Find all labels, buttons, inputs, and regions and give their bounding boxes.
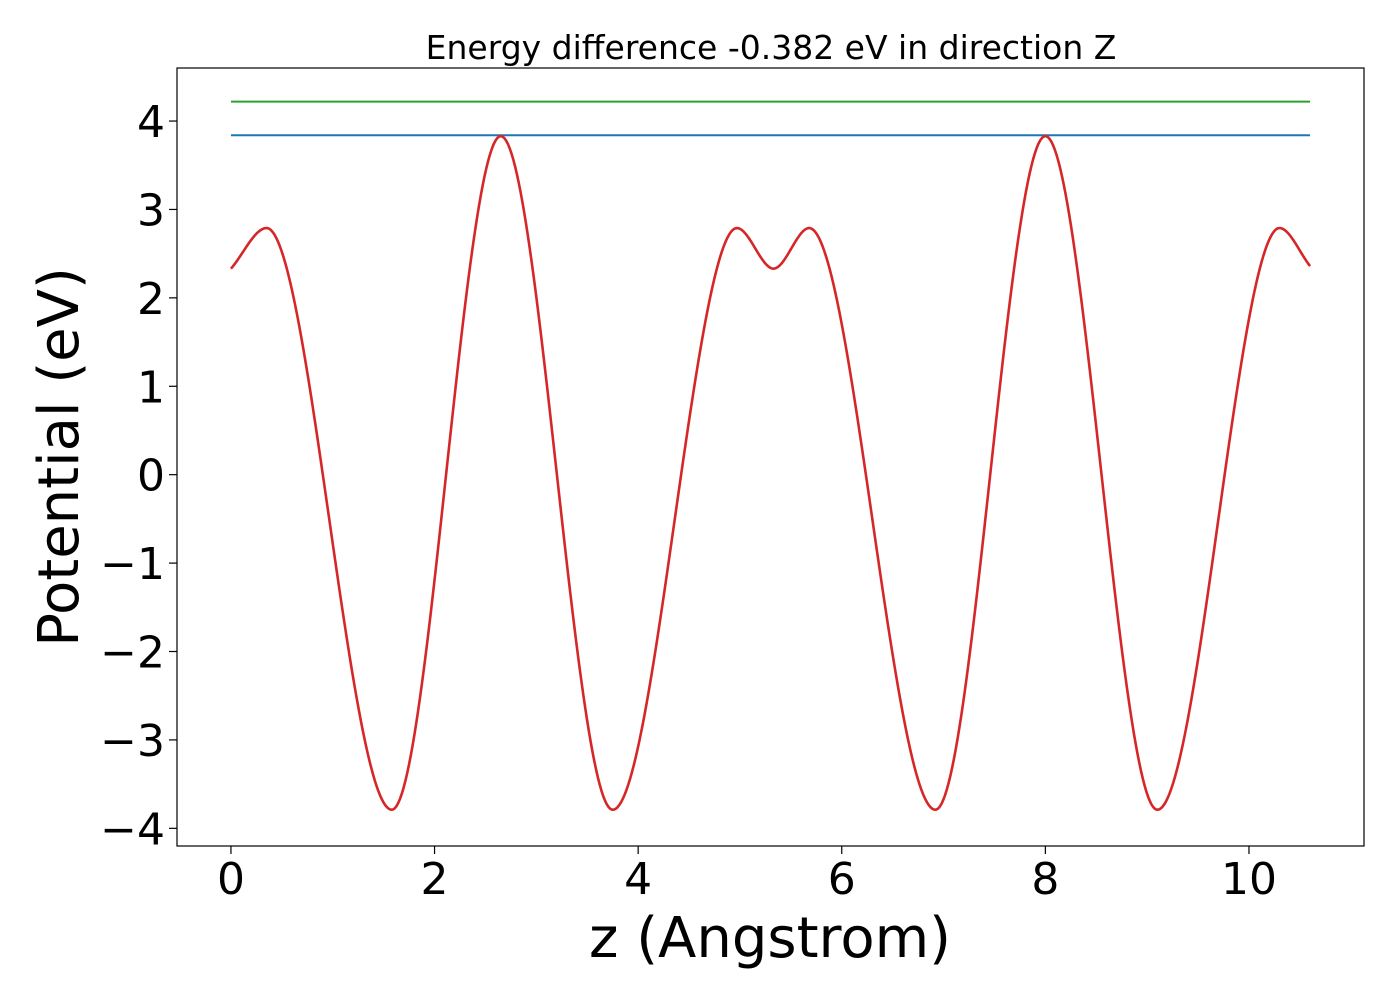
y-tick-label: −1 [100, 539, 165, 590]
y-tick-label: 0 [137, 451, 165, 502]
y-axis-label: Potential (eV) [27, 267, 92, 647]
x-tick-label: 2 [421, 854, 449, 905]
y-tick-label: 2 [137, 274, 165, 325]
series-layer [229, 100, 1312, 812]
chart-title: Energy difference -0.382 eV in direction… [426, 28, 1117, 67]
x-tick-label: 4 [624, 854, 652, 905]
plot-area-frame [176, 67, 1365, 847]
y-tick-label: 1 [137, 362, 165, 413]
x-tick-label: 10 [1221, 854, 1277, 905]
y-axis: −4 −3 −2 −1 0 1 2 3 4 [100, 97, 177, 855]
x-axis: 0 2 4 6 8 10 [217, 846, 1277, 905]
x-tick-label: 6 [828, 854, 856, 905]
y-tick-label: −2 [100, 628, 165, 679]
series-line-2 [229, 134, 1312, 812]
x-axis-label: z (Angstrom) [589, 906, 951, 971]
x-tick-label: 8 [1031, 854, 1059, 905]
y-tick-label: −3 [100, 716, 165, 767]
x-tick-label: 0 [217, 854, 245, 905]
y-tick-label: −4 [100, 804, 165, 855]
y-tick-label: 4 [137, 97, 165, 148]
y-tick-label: 3 [137, 185, 165, 236]
